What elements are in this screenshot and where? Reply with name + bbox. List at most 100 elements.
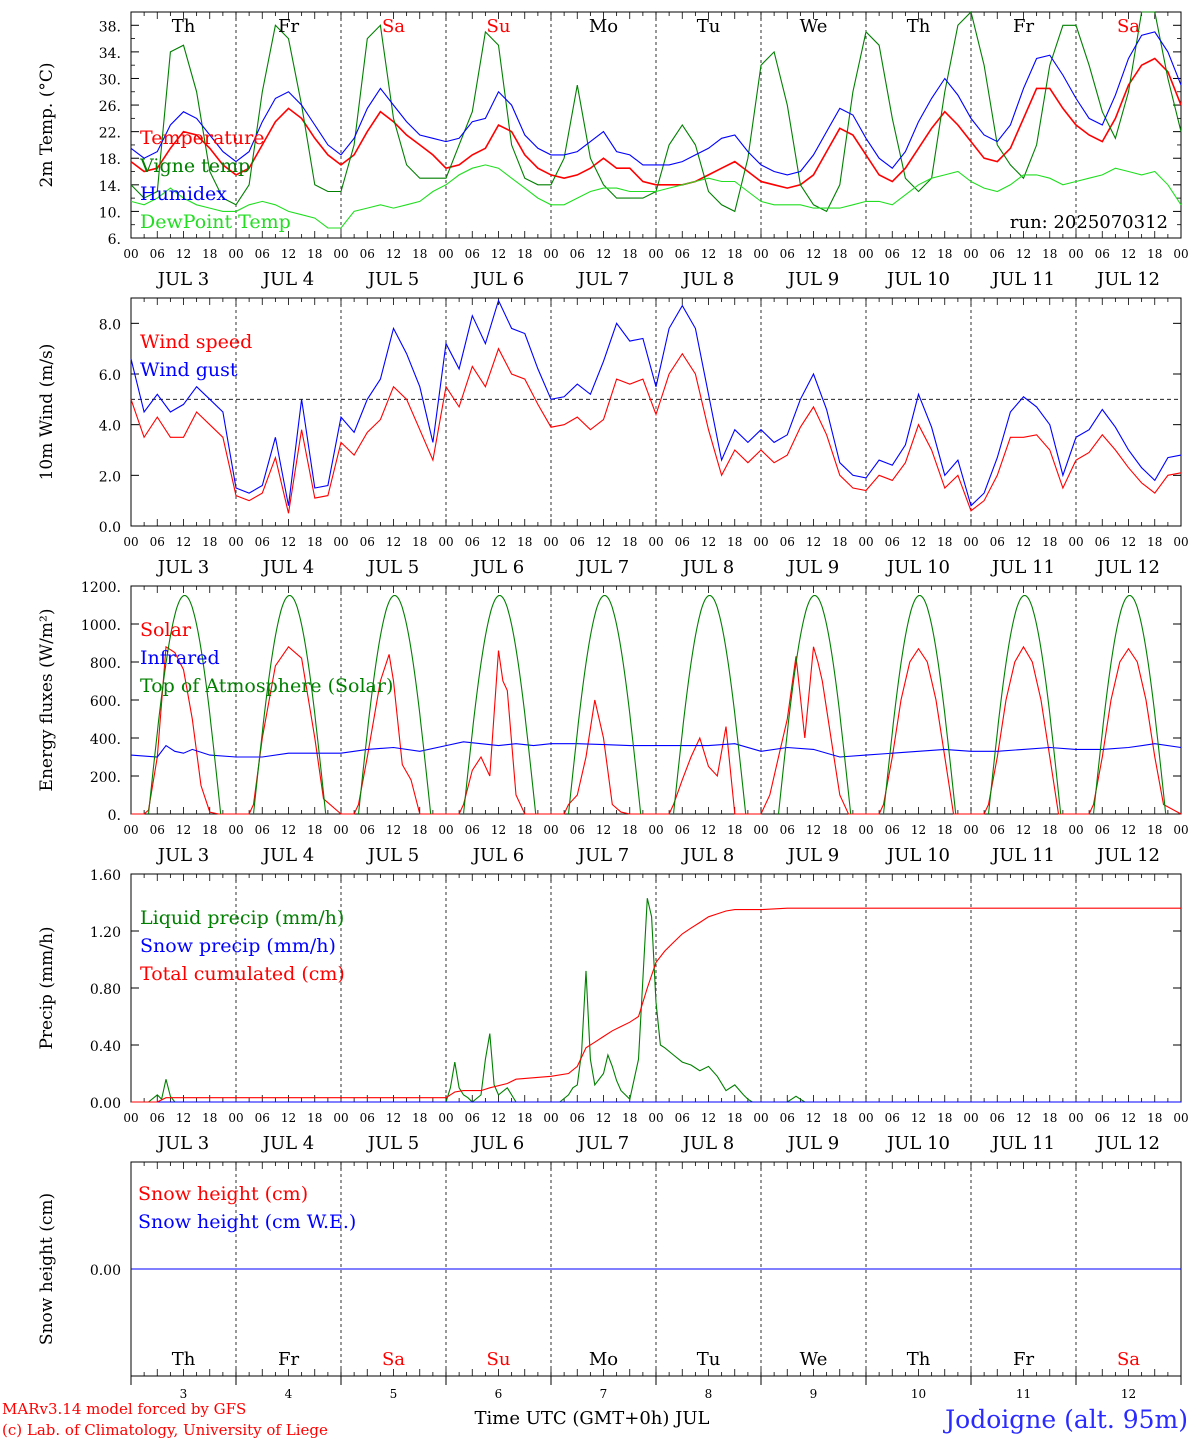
day-name-top: Mo [589,16,618,37]
credit-line: MARv3.14 model forced by GFS [2,1400,246,1418]
hour-label: 06 [675,247,690,261]
hour-label: 18 [1042,247,1057,261]
hour-label: 00 [1173,1111,1188,1125]
hour-label: 18 [517,535,532,549]
y-tick-label: 0. [108,808,121,824]
day-number: 6 [495,1387,503,1401]
hour-label: 12 [386,535,401,549]
y-tick-label: 200. [90,770,121,786]
hour-label: 18 [937,1111,952,1125]
day-name-top: Th [907,16,931,37]
date-label: JUL 6 [471,557,525,578]
date-label: JUL 3 [156,557,210,578]
hour-label: 06 [465,535,480,549]
day-name-top: Su [487,16,511,37]
hour-label: 00 [648,823,663,837]
day-number: 3 [180,1387,188,1401]
day-number: 10 [911,1387,926,1401]
date-label: JUL 7 [576,845,630,866]
hour-label: 12 [1016,1111,1031,1125]
date-label: JUL 3 [156,1133,210,1154]
date-label: JUL 11 [990,269,1055,290]
hour-label: 06 [990,247,1005,261]
hour-label: 18 [727,1111,742,1125]
day-name-bottom: Mo [589,1349,618,1370]
panel-2 [130,297,1182,527]
hour-label: 06 [1095,535,1110,549]
y-tick-label: 1000. [81,618,121,634]
date-label: JUL 5 [366,845,420,866]
hour-label: 00 [543,823,558,837]
hour-label: 18 [622,247,637,261]
date-label: JUL 11 [990,845,1055,866]
hour-label: 12 [911,1111,926,1125]
hour-label: 06 [360,247,375,261]
hour-label: 18 [1042,535,1057,549]
day-number: 4 [285,1387,293,1401]
hour-label: 12 [701,247,716,261]
series-line-top-of-atmosphere-solar- [252,594,327,815]
y-tick-label: 0.80 [90,982,121,998]
hour-label: 06 [150,823,165,837]
hour-label: 18 [937,247,952,261]
hour-label: 18 [1147,823,1162,837]
legend-entry: Snow precip (mm/h) [140,935,336,957]
hour-label: 00 [858,823,873,837]
hour-label: 00 [1173,823,1188,837]
day-number: 7 [600,1387,608,1401]
hour-label: 18 [832,1111,847,1125]
date-label: JUL 11 [990,557,1055,578]
y-axis-title: 10m Wind (m/s) [37,344,57,481]
hour-label: 00 [1068,823,1083,837]
hour-label: 12 [1121,535,1136,549]
date-label: JUL 7 [576,1133,630,1154]
date-label: JUL 12 [1095,845,1160,866]
hour-label: 18 [1147,535,1162,549]
hour-label: 06 [780,247,795,261]
y-tick-label: 0.00 [90,1096,121,1112]
date-label: JUL 8 [681,269,735,290]
hour-label: 18 [307,247,322,261]
hour-label: 06 [780,535,795,549]
y-tick-label: 10. [99,205,121,221]
panel-4 [130,873,1182,1103]
hour-label: 00 [1173,247,1188,261]
hour-label: 00 [438,535,453,549]
legend-entry: Snow height (cm W.E.) [138,1211,356,1233]
hour-label: 18 [832,247,847,261]
hour-label: 00 [333,823,348,837]
hour-label: 12 [911,535,926,549]
day-name-bottom: We [800,1349,828,1370]
day-name-top: Fr [278,16,299,37]
y-tick-label: 6.0 [99,368,121,384]
hour-label: 18 [412,247,427,261]
hour-label: 18 [1147,1111,1162,1125]
hour-label: 00 [438,247,453,261]
y-tick-label: 0.0 [99,520,121,536]
hour-label: 12 [596,1111,611,1125]
hour-label: 18 [727,823,742,837]
hour-label: 06 [885,823,900,837]
hour-label: 06 [675,823,690,837]
date-label: JUL 8 [681,1133,735,1154]
day-number: 9 [810,1387,818,1401]
hour-label: 00 [228,1111,243,1125]
hour-label: 00 [753,247,768,261]
legend-entry: Humidex [140,183,227,205]
hour-label: 12 [596,247,611,261]
day-name-bottom: Th [172,1349,196,1370]
hour-label: 00 [333,247,348,261]
hour-label: 06 [1095,823,1110,837]
hour-label: 00 [438,1111,453,1125]
hour-label: 12 [386,1111,401,1125]
hour-label: 00 [753,823,768,837]
hour-label: 00 [963,1111,978,1125]
hour-label: 12 [596,535,611,549]
y-tick-label: 22. [99,126,121,142]
hour-label: 18 [517,823,532,837]
hour-label: 00 [753,535,768,549]
hour-label: 12 [386,823,401,837]
hour-label: 06 [465,1111,480,1125]
date-label: JUL 11 [990,1133,1055,1154]
